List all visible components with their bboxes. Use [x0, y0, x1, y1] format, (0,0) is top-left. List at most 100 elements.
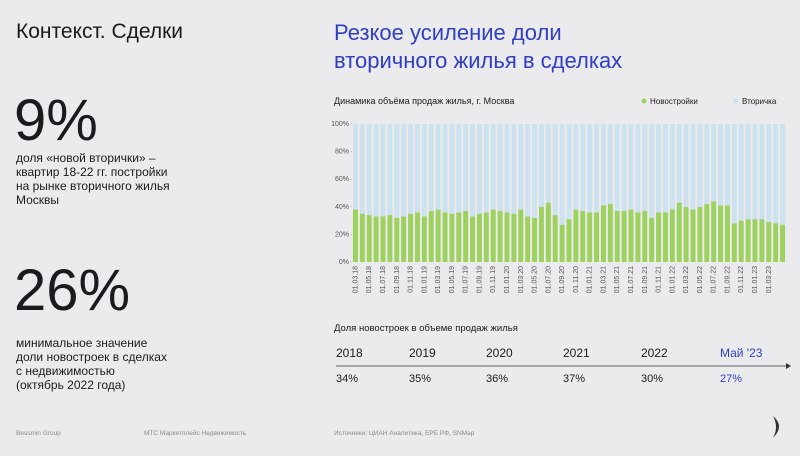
- x-tick-label: 01.05.22: [697, 266, 704, 293]
- bar-segment: [731, 223, 737, 262]
- bar-segment: [456, 124, 462, 213]
- y-tick-label: 60%: [335, 176, 349, 183]
- footer-text: Bessmin Group: [16, 430, 61, 437]
- bar-segment: [718, 205, 724, 262]
- bar-segment: [766, 221, 772, 262]
- y-tick-label: 80%: [335, 149, 349, 156]
- bar-segment: [683, 124, 689, 207]
- bar-segment: [435, 209, 441, 262]
- bar-segment: [649, 217, 655, 262]
- bar-segment: [463, 124, 469, 211]
- bar-segment: [656, 212, 662, 262]
- slide-title: Контекст. Сделки: [16, 20, 183, 43]
- bar-segment: [408, 124, 414, 214]
- bar-segment: [449, 124, 455, 214]
- bar-segment: [414, 212, 420, 262]
- bar-segment: [442, 124, 448, 213]
- bar-segment: [621, 210, 627, 262]
- bar-segment: [745, 219, 751, 262]
- x-tick-label: 01.03.22: [683, 266, 690, 293]
- bar-segment: [490, 124, 496, 210]
- legend-label: Новостройки: [650, 97, 698, 106]
- bar-segment: [373, 124, 379, 217]
- x-tick-label: 01.11.22: [738, 266, 745, 293]
- bar-segment: [711, 124, 717, 202]
- bar-segment: [635, 124, 641, 213]
- y-tick-label: 100%: [331, 121, 349, 128]
- bar-segment: [463, 210, 469, 262]
- bar-segment: [656, 124, 662, 213]
- bar-segment: [607, 204, 613, 262]
- legend-label: Вторичка: [742, 97, 777, 106]
- x-tick-label: 01.05.19: [449, 266, 456, 293]
- x-tick-label: 01.05.18: [366, 266, 373, 293]
- bar-segment: [766, 124, 772, 222]
- bar-segment: [642, 124, 648, 211]
- bar-segment: [442, 212, 448, 262]
- bar-segment: [628, 124, 634, 210]
- timeline-year: 2020: [486, 346, 513, 360]
- fact-text: на рынке вторичного жилья: [16, 179, 170, 193]
- bar-segment: [421, 124, 427, 217]
- bar-segment: [366, 215, 372, 262]
- bar-segment: [745, 124, 751, 220]
- x-tick-label: 01.11.21: [656, 266, 663, 293]
- bar-segment: [690, 124, 696, 210]
- bar-segment: [504, 124, 510, 213]
- bar-segment: [545, 124, 551, 203]
- bar-segment: [731, 124, 737, 224]
- x-tick-label: 01.09.20: [559, 266, 566, 293]
- timeline-arrow: [786, 363, 791, 369]
- fact-text: Москвы: [16, 193, 59, 207]
- fact-text: квартир 18-22 гг. постройки: [16, 165, 167, 179]
- fact-text: с недвижимостью: [16, 364, 115, 378]
- bar-segment: [511, 124, 517, 214]
- bar-segment: [600, 124, 606, 206]
- bar-segment: [366, 124, 372, 216]
- y-tick-label: 40%: [335, 204, 349, 211]
- bar-segment: [738, 220, 744, 262]
- timeline-title: Доля новостроек в объеме продаж жилья: [334, 323, 518, 334]
- bar-segment: [683, 206, 689, 262]
- x-tick-label: 01.11.18: [408, 266, 415, 293]
- timeline-share: 37%: [563, 373, 585, 385]
- bar-segment: [352, 209, 358, 262]
- bar-segment: [580, 124, 586, 211]
- timeline-year: 2019: [409, 346, 436, 360]
- bar-segment: [518, 124, 524, 210]
- y-tick-label: 0%: [339, 259, 349, 266]
- bar-segment: [704, 204, 710, 262]
- bar-segment: [587, 124, 593, 213]
- bar-segment: [428, 210, 434, 262]
- bar-segment: [614, 124, 620, 211]
- bar-segment: [580, 210, 586, 262]
- bar-segment: [573, 209, 579, 262]
- fact-text: минимальное значение: [16, 336, 148, 350]
- bar-segment: [635, 212, 641, 262]
- bar-segment: [449, 213, 455, 262]
- bar-segment: [532, 124, 538, 218]
- bar-segment: [724, 205, 730, 262]
- bar-segment: [401, 216, 407, 262]
- bar-segment: [773, 223, 779, 262]
- bar-segment: [497, 210, 503, 262]
- bar-segment: [559, 124, 565, 225]
- bar-segment: [387, 124, 393, 216]
- bar-segment: [780, 124, 786, 225]
- chart-title: Динамика объёма продаж жилья, г. Москва: [334, 96, 514, 106]
- timeline-share: 36%: [486, 373, 508, 385]
- headline: вторичного жилья в сделках: [334, 48, 622, 73]
- x-tick-label: 01.01.20: [504, 266, 511, 293]
- x-tick-label: 01.07.19: [463, 266, 470, 293]
- x-tick-label: 01.07.20: [545, 266, 552, 293]
- bar-segment: [662, 124, 668, 213]
- timeline-share: 27%: [720, 373, 742, 385]
- x-tick-label: 01.03.19: [435, 266, 442, 293]
- bar-segment: [642, 210, 648, 262]
- timeline-year: 2018: [336, 346, 363, 360]
- bar-segment: [600, 205, 606, 262]
- bar-segment: [545, 202, 551, 262]
- bar-segment: [359, 124, 365, 214]
- bar-segment: [738, 124, 744, 221]
